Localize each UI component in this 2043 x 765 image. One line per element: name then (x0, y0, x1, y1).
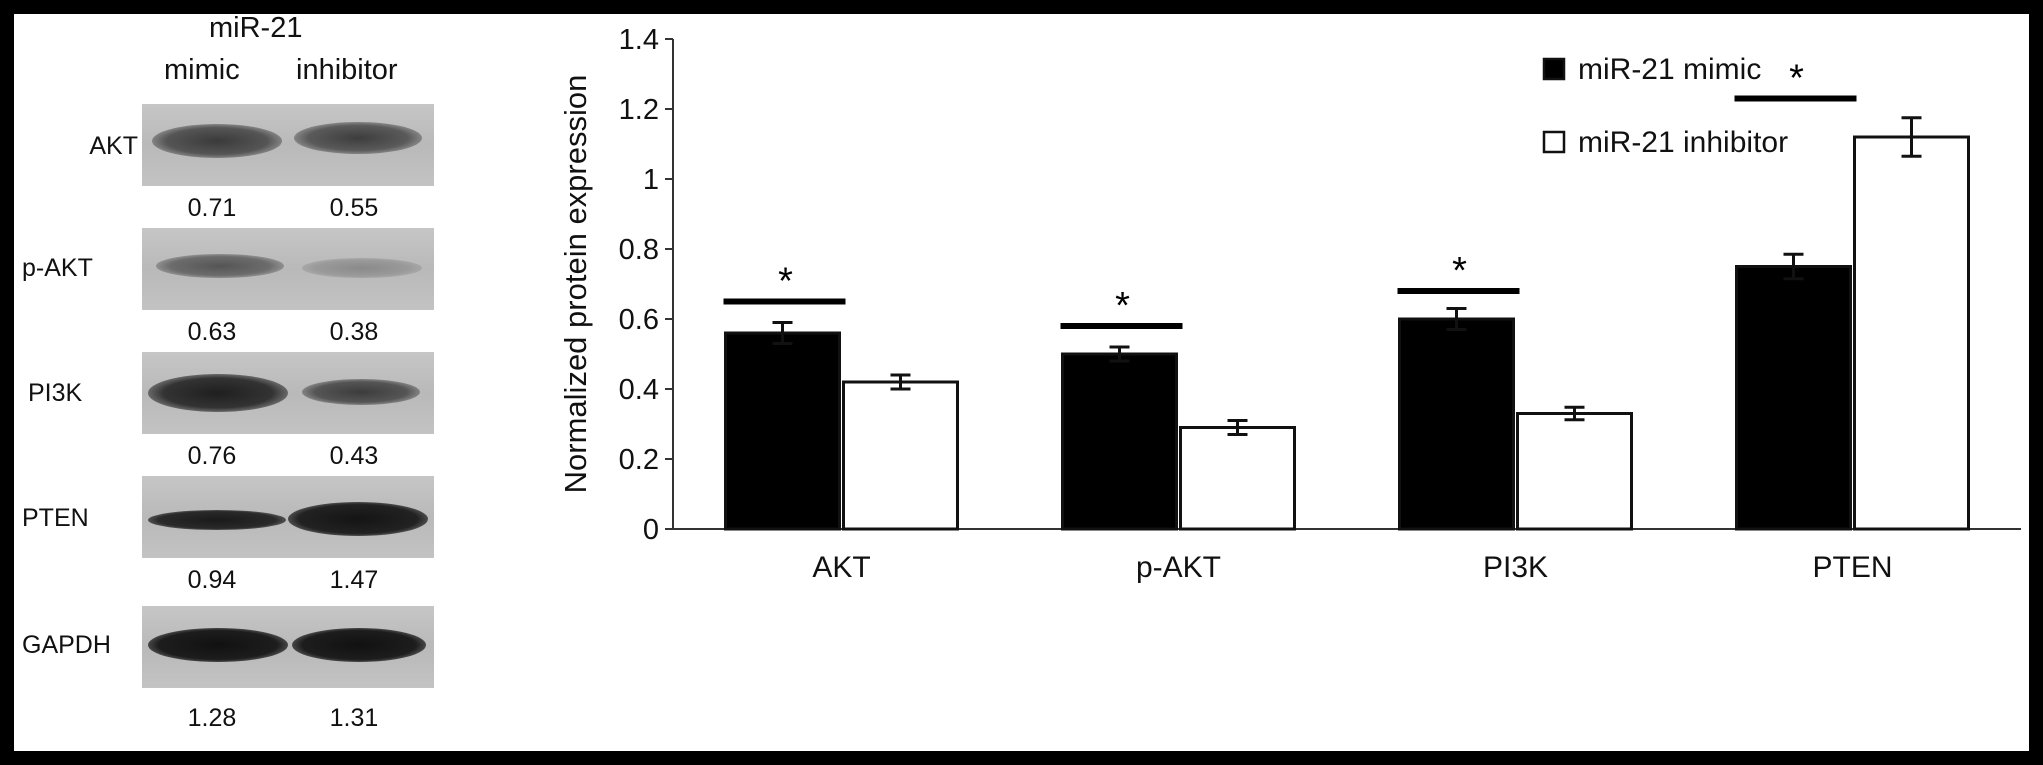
band-gapdh-inhibitor (292, 628, 426, 662)
blot-header-mirna: miR-21 (209, 12, 303, 44)
blot-row-label-gapdh: GAPDH (22, 631, 111, 659)
band-akt-inhibitor (294, 122, 422, 154)
legend-label-inhibitor: miR-21 inhibitor (1578, 126, 1788, 159)
bar-pten-mimic (1735, 265, 1852, 531)
blot-column-mimic: mimic (164, 54, 240, 86)
blot-row-label-pten: PTEN (22, 504, 89, 532)
y-tick-label: 0.6 (619, 304, 659, 336)
density-p-akt-inhibitor: 0.38 (329, 318, 379, 346)
blot-row-label-p-akt: p-AKT (22, 254, 93, 282)
significance-star-akt: * (778, 261, 793, 303)
bar-pi3k-inhibitor (1516, 412, 1633, 531)
density-pten-inhibitor: 1.47 (329, 566, 379, 594)
y-tick-label: 0.4 (619, 374, 659, 406)
significance-star-p-akt: * (1115, 285, 1130, 327)
legend-swatch-mimic (1542, 57, 1566, 81)
density-gapdh-mimic: 1.28 (187, 704, 237, 732)
bar-pten-inhibitor (1853, 135, 1970, 531)
density-pi3k-inhibitor: 0.43 (329, 442, 379, 470)
density-akt-mimic: 0.71 (187, 194, 237, 222)
band-pi3k-inhibitor (302, 379, 420, 405)
bar-akt-inhibitor (842, 380, 959, 531)
figure-frame: miR-21 mimic inhibitor AKT 0.71 0.55 p-A… (14, 12, 2029, 751)
x-category-label-akt: AKT (812, 551, 870, 584)
density-akt-inhibitor: 0.55 (329, 194, 379, 222)
blot-strip-akt (142, 104, 434, 186)
y-axis-label: Normalized protein expression (558, 75, 593, 494)
band-akt-mimic (152, 124, 282, 158)
blot-strip-p-akt (142, 228, 434, 310)
band-pten-inhibitor (288, 502, 428, 536)
blot-row-label-akt: AKT (89, 132, 138, 160)
band-pi3k-mimic (148, 374, 288, 412)
density-p-akt-mimic: 0.63 (187, 318, 237, 346)
legend-swatch-inhibitor (1542, 130, 1566, 154)
blot-strip-pi3k (142, 352, 434, 434)
y-tick-label: 0.2 (619, 444, 659, 476)
band-p-akt-mimic (156, 254, 284, 278)
bar-p-akt-mimic (1061, 352, 1178, 531)
x-category-label-pten: PTEN (1812, 551, 1892, 584)
x-category-label-p-akt: p-AKT (1136, 551, 1221, 584)
y-tick-label: 1.4 (619, 24, 659, 56)
y-tick-label: 0 (643, 514, 659, 546)
density-pi3k-mimic: 0.76 (187, 442, 237, 470)
y-tick-label: 1 (643, 164, 659, 196)
band-p-akt-inhibitor (302, 258, 422, 278)
western-blot-panel: miR-21 mimic inhibitor AKT 0.71 0.55 p-A… (14, 12, 474, 751)
bar-pi3k-mimic (1398, 317, 1515, 531)
blot-strip-gapdh (142, 606, 434, 688)
density-pten-mimic: 0.94 (187, 566, 237, 594)
band-pten-mimic (148, 510, 286, 530)
x-category-label-pi3k: PI3K (1483, 551, 1548, 584)
y-tick-label: 0.8 (619, 234, 659, 266)
y-tick-label: 1.2 (619, 94, 659, 126)
bar-p-akt-inhibitor (1179, 426, 1296, 531)
band-gapdh-mimic (148, 628, 288, 662)
bar-chart: * * * * 0 0.2 0.4 0.6 0.8 1 1.2 1.4 Normalized prot… (558, 24, 2021, 584)
significance-star-pten: * (1789, 58, 1804, 100)
legend-label-mimic: miR-21 mimic (1578, 53, 1761, 86)
density-gapdh-inhibitor: 1.31 (329, 704, 379, 732)
blot-row-label-pi3k: PI3K (28, 379, 83, 407)
blot-column-inhibitor: inhibitor (296, 54, 398, 86)
bar-akt-mimic (724, 331, 841, 531)
blot-strip-pten (142, 476, 434, 558)
significance-star-pi3k: * (1452, 250, 1467, 292)
